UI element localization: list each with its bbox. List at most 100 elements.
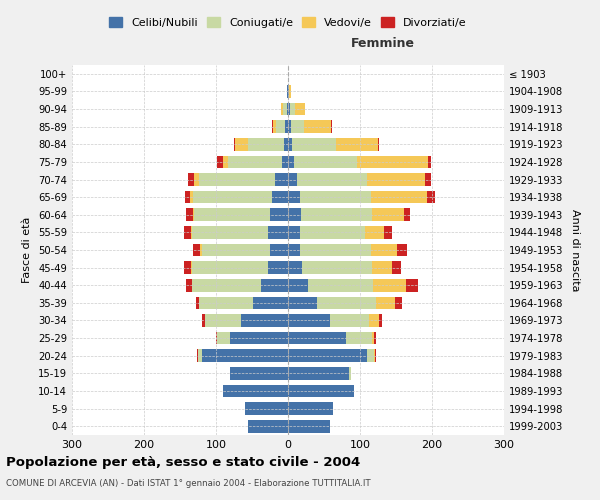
Text: COMUNE DI ARCEVIA (AN) - Dati ISTAT 1° gennaio 2004 - Elaborazione TUTTITALIA.IT: COMUNE DI ARCEVIA (AN) - Dati ISTAT 1° g…: [6, 479, 371, 488]
Bar: [288, 367, 349, 380]
Bar: [288, 296, 376, 309]
Bar: [288, 120, 304, 133]
Bar: [288, 279, 418, 291]
Bar: [202, 350, 288, 362]
Bar: [288, 402, 332, 415]
Bar: [288, 420, 330, 432]
Bar: [288, 173, 296, 186]
Bar: [273, 120, 288, 133]
Bar: [288, 138, 378, 150]
Bar: [288, 156, 357, 168]
Bar: [288, 156, 294, 168]
Bar: [283, 102, 288, 116]
Bar: [184, 262, 288, 274]
Bar: [230, 332, 288, 344]
Bar: [188, 173, 288, 186]
Bar: [288, 120, 291, 133]
Bar: [288, 173, 367, 186]
Bar: [184, 226, 288, 238]
Bar: [288, 208, 410, 221]
Bar: [288, 244, 397, 256]
Bar: [288, 332, 376, 344]
Bar: [288, 279, 373, 291]
Legend: Celibi/Nubili, Coniugati/e, Vedovi/e, Divorziati/e: Celibi/Nubili, Coniugati/e, Vedovi/e, Di…: [104, 12, 472, 33]
Bar: [288, 191, 435, 203]
Bar: [194, 208, 288, 221]
Text: Femmine: Femmine: [351, 37, 415, 50]
Bar: [288, 332, 371, 344]
Bar: [288, 367, 350, 380]
Bar: [287, 85, 288, 98]
Bar: [192, 262, 288, 274]
Bar: [193, 191, 288, 203]
Bar: [288, 402, 332, 415]
Bar: [260, 279, 288, 291]
Bar: [199, 173, 288, 186]
Bar: [288, 402, 332, 415]
Bar: [288, 244, 371, 256]
Bar: [223, 156, 288, 168]
Bar: [185, 191, 288, 203]
Bar: [191, 226, 288, 238]
Bar: [288, 208, 371, 221]
Bar: [288, 402, 332, 415]
Bar: [277, 120, 288, 133]
Bar: [198, 350, 288, 362]
Bar: [288, 226, 392, 238]
Bar: [223, 384, 288, 398]
Bar: [288, 156, 428, 168]
Bar: [288, 262, 302, 274]
Bar: [245, 402, 288, 415]
Bar: [287, 85, 288, 98]
Bar: [288, 208, 404, 221]
Bar: [223, 384, 288, 398]
Bar: [288, 296, 317, 309]
Bar: [253, 296, 288, 309]
Bar: [270, 244, 288, 256]
Bar: [228, 156, 288, 168]
Bar: [287, 85, 288, 98]
Bar: [194, 173, 288, 186]
Bar: [288, 384, 354, 398]
Bar: [288, 420, 330, 432]
Bar: [196, 296, 288, 309]
Bar: [288, 102, 295, 116]
Bar: [199, 296, 288, 309]
Bar: [288, 85, 291, 98]
Bar: [248, 420, 288, 432]
Bar: [282, 156, 288, 168]
Bar: [197, 350, 288, 362]
Bar: [199, 296, 288, 309]
Bar: [288, 120, 332, 133]
Bar: [275, 173, 288, 186]
Text: Popolazione per età, sesso e stato civile - 2004: Popolazione per età, sesso e stato civil…: [6, 456, 360, 469]
Bar: [288, 226, 365, 238]
Bar: [248, 420, 288, 432]
Bar: [187, 279, 288, 291]
Bar: [284, 138, 288, 150]
Bar: [288, 350, 367, 362]
Bar: [288, 314, 370, 327]
Bar: [288, 85, 291, 98]
Bar: [287, 102, 288, 116]
Bar: [288, 332, 346, 344]
Bar: [285, 120, 288, 133]
Bar: [288, 279, 406, 291]
Bar: [288, 102, 305, 116]
Bar: [200, 244, 288, 256]
Bar: [288, 350, 375, 362]
Bar: [288, 102, 305, 116]
Bar: [288, 279, 308, 291]
Bar: [288, 332, 374, 344]
Y-axis label: Fasce di età: Fasce di età: [22, 217, 32, 283]
Bar: [230, 367, 288, 380]
Bar: [288, 262, 401, 274]
Bar: [281, 102, 288, 116]
Bar: [245, 402, 288, 415]
Bar: [287, 85, 288, 98]
Bar: [288, 191, 371, 203]
Bar: [272, 191, 288, 203]
Bar: [288, 350, 374, 362]
Bar: [268, 262, 288, 274]
Bar: [288, 420, 330, 432]
